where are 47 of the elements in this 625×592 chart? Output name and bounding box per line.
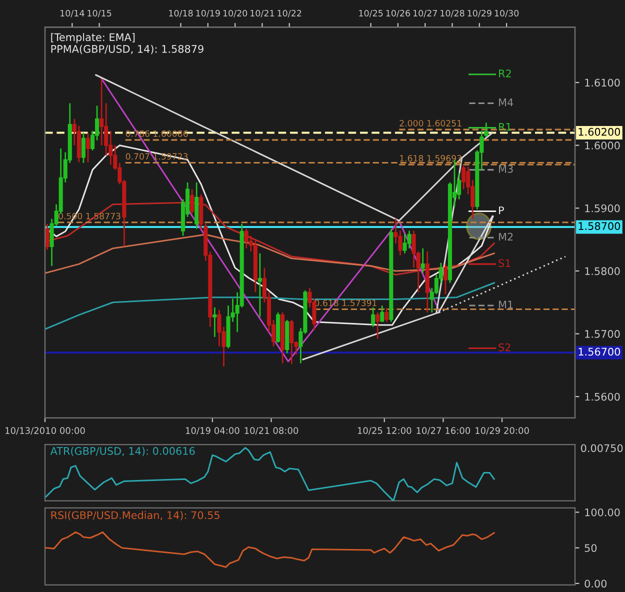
series-label: R1	[499, 123, 511, 131]
x2-tick-label: 10/22	[278, 10, 302, 18]
x2-tick-label: 10/18	[169, 10, 193, 18]
y-tick-label: 100.00	[585, 508, 620, 516]
ref-line-label: 1.56700	[578, 348, 620, 356]
x2-tick-label: 10/29	[468, 10, 492, 18]
series-label: 1.618 1.59693	[400, 155, 462, 162]
x2-tick-label: 10/21	[250, 10, 274, 18]
series-label: P	[499, 206, 504, 214]
x-tick-label: 10/13/2010 00:00	[6, 427, 85, 435]
x-tick-label: 10/19 04:00	[186, 427, 240, 435]
y-tick-label: 1.5800	[585, 267, 620, 276]
x2-tick-label: 10/14	[60, 10, 84, 18]
chart-title: RSI(GBP/USD.Median, 14): 70.55	[51, 511, 220, 520]
series-label: M4	[499, 98, 514, 106]
x-tick-label: 10/27 16:00	[416, 427, 470, 435]
series-label: M1	[499, 300, 513, 308]
x2-tick-label: 10/25	[359, 10, 383, 18]
x2-tick-label: 10/30	[494, 10, 519, 18]
series-label: 2.000 1.60251	[400, 120, 462, 127]
y-tick-label: 1.6000	[585, 142, 620, 150]
text: 0.00750	[580, 444, 623, 452]
x2-tick-label: 10/26	[386, 10, 410, 18]
x2-tick-label: 10/28	[440, 10, 464, 18]
annotation: [Template: EMA]	[51, 33, 135, 44]
x2-tick-label: 10/27	[413, 10, 437, 18]
ref-line-label: 1.58700	[578, 222, 620, 230]
x2-tick-label: 10/20	[223, 10, 248, 18]
series-label: M2	[499, 232, 513, 241]
series-label: S2	[498, 343, 510, 352]
x-tick-label: 10/21 08:00	[244, 427, 298, 435]
ref-line-label: 1.60200	[578, 128, 620, 136]
y-tick-label: 1.6100	[585, 78, 620, 87]
chart-title: ATR(GBP/USD, 14): 0.00616	[50, 446, 195, 456]
y-tick-label: 0.00	[584, 580, 607, 588]
y-tick-label: 1.5900	[585, 204, 620, 212]
x2-tick-label: 10/15	[88, 10, 112, 18]
x2-tick-label: 10/19	[196, 10, 220, 18]
series-label: M3	[499, 164, 513, 173]
x-tick-label: 10/25 12:00	[358, 427, 412, 435]
y-tick-label: 1.5700	[585, 330, 620, 338]
series-label: R2	[499, 69, 511, 78]
annotation: PPMA(GBP/USD, 14): 1.58879	[51, 44, 204, 54]
series-label: S1	[498, 259, 510, 268]
y-tick-label: 50	[584, 544, 597, 552]
x-tick-label: 10/29 20:00	[476, 427, 529, 435]
y-tick-label: 1.5600	[585, 392, 620, 401]
